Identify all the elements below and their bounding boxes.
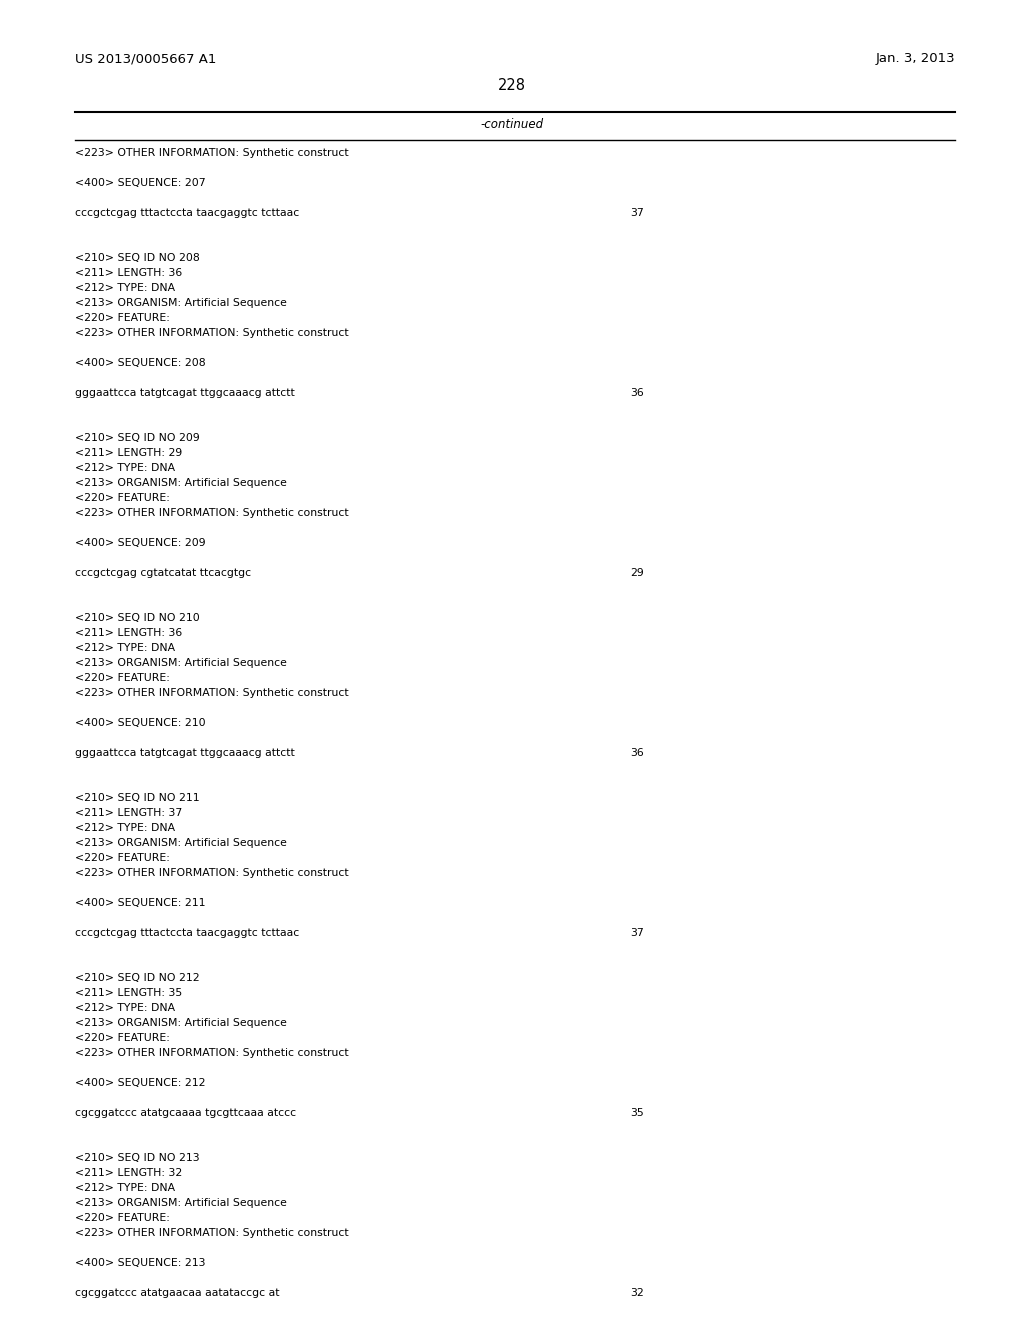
Text: <210> SEQ ID NO 212: <210> SEQ ID NO 212	[75, 973, 200, 983]
Text: <400> SEQUENCE: 211: <400> SEQUENCE: 211	[75, 898, 206, 908]
Text: <400> SEQUENCE: 207: <400> SEQUENCE: 207	[75, 178, 206, 187]
Text: cccgctcgag tttactccta taacgaggtc tcttaac: cccgctcgag tttactccta taacgaggtc tcttaac	[75, 209, 299, 218]
Text: gggaattcca tatgtcagat ttggcaaacg attctt: gggaattcca tatgtcagat ttggcaaacg attctt	[75, 388, 295, 399]
Text: -continued: -continued	[480, 117, 544, 131]
Text: 29: 29	[630, 568, 644, 578]
Text: <220> FEATURE:: <220> FEATURE:	[75, 1034, 170, 1043]
Text: US 2013/0005667 A1: US 2013/0005667 A1	[75, 51, 216, 65]
Text: <400> SEQUENCE: 212: <400> SEQUENCE: 212	[75, 1078, 206, 1088]
Text: cgcggatccc atatgcaaaa tgcgttcaaa atccc: cgcggatccc atatgcaaaa tgcgttcaaa atccc	[75, 1107, 296, 1118]
Text: 36: 36	[630, 388, 644, 399]
Text: <213> ORGANISM: Artificial Sequence: <213> ORGANISM: Artificial Sequence	[75, 478, 287, 488]
Text: cccgctcgag tttactccta taacgaggtc tcttaac: cccgctcgag tttactccta taacgaggtc tcttaac	[75, 928, 299, 939]
Text: <213> ORGANISM: Artificial Sequence: <213> ORGANISM: Artificial Sequence	[75, 298, 287, 308]
Text: <400> SEQUENCE: 210: <400> SEQUENCE: 210	[75, 718, 206, 729]
Text: <220> FEATURE:: <220> FEATURE:	[75, 1213, 170, 1224]
Text: <223> OTHER INFORMATION: Synthetic construct: <223> OTHER INFORMATION: Synthetic const…	[75, 869, 348, 878]
Text: gggaattcca tatgtcagat ttggcaaacg attctt: gggaattcca tatgtcagat ttggcaaacg attctt	[75, 748, 295, 758]
Text: 35: 35	[630, 1107, 644, 1118]
Text: <220> FEATURE:: <220> FEATURE:	[75, 313, 170, 323]
Text: <210> SEQ ID NO 208: <210> SEQ ID NO 208	[75, 253, 200, 263]
Text: <210> SEQ ID NO 211: <210> SEQ ID NO 211	[75, 793, 200, 803]
Text: <210> SEQ ID NO 210: <210> SEQ ID NO 210	[75, 612, 200, 623]
Text: <220> FEATURE:: <220> FEATURE:	[75, 492, 170, 503]
Text: <223> OTHER INFORMATION: Synthetic construct: <223> OTHER INFORMATION: Synthetic const…	[75, 327, 348, 338]
Text: <223> OTHER INFORMATION: Synthetic construct: <223> OTHER INFORMATION: Synthetic const…	[75, 1048, 348, 1059]
Text: <212> TYPE: DNA: <212> TYPE: DNA	[75, 1183, 175, 1193]
Text: <212> TYPE: DNA: <212> TYPE: DNA	[75, 463, 175, 473]
Text: <400> SEQUENCE: 213: <400> SEQUENCE: 213	[75, 1258, 206, 1269]
Text: <212> TYPE: DNA: <212> TYPE: DNA	[75, 643, 175, 653]
Text: <210> SEQ ID NO 213: <210> SEQ ID NO 213	[75, 1152, 200, 1163]
Text: <223> OTHER INFORMATION: Synthetic construct: <223> OTHER INFORMATION: Synthetic const…	[75, 148, 348, 158]
Text: <213> ORGANISM: Artificial Sequence: <213> ORGANISM: Artificial Sequence	[75, 1018, 287, 1028]
Text: <211> LENGTH: 32: <211> LENGTH: 32	[75, 1168, 182, 1177]
Text: <211> LENGTH: 36: <211> LENGTH: 36	[75, 268, 182, 279]
Text: <212> TYPE: DNA: <212> TYPE: DNA	[75, 822, 175, 833]
Text: cccgctcgag cgtatcatat ttcacgtgc: cccgctcgag cgtatcatat ttcacgtgc	[75, 568, 251, 578]
Text: 36: 36	[630, 748, 644, 758]
Text: 32: 32	[630, 1288, 644, 1298]
Text: <400> SEQUENCE: 208: <400> SEQUENCE: 208	[75, 358, 206, 368]
Text: <213> ORGANISM: Artificial Sequence: <213> ORGANISM: Artificial Sequence	[75, 1199, 287, 1208]
Text: <213> ORGANISM: Artificial Sequence: <213> ORGANISM: Artificial Sequence	[75, 657, 287, 668]
Text: <223> OTHER INFORMATION: Synthetic construct: <223> OTHER INFORMATION: Synthetic const…	[75, 688, 348, 698]
Text: <210> SEQ ID NO 209: <210> SEQ ID NO 209	[75, 433, 200, 444]
Text: <213> ORGANISM: Artificial Sequence: <213> ORGANISM: Artificial Sequence	[75, 838, 287, 847]
Text: <220> FEATURE:: <220> FEATURE:	[75, 673, 170, 682]
Text: <223> OTHER INFORMATION: Synthetic construct: <223> OTHER INFORMATION: Synthetic const…	[75, 1228, 348, 1238]
Text: <212> TYPE: DNA: <212> TYPE: DNA	[75, 1003, 175, 1012]
Text: <211> LENGTH: 35: <211> LENGTH: 35	[75, 987, 182, 998]
Text: <211> LENGTH: 36: <211> LENGTH: 36	[75, 628, 182, 638]
Text: 228: 228	[498, 78, 526, 92]
Text: <211> LENGTH: 29: <211> LENGTH: 29	[75, 447, 182, 458]
Text: cgcggatccc atatgaacaa aatataccgc at: cgcggatccc atatgaacaa aatataccgc at	[75, 1288, 280, 1298]
Text: <211> LENGTH: 37: <211> LENGTH: 37	[75, 808, 182, 818]
Text: <400> SEQUENCE: 209: <400> SEQUENCE: 209	[75, 539, 206, 548]
Text: <220> FEATURE:: <220> FEATURE:	[75, 853, 170, 863]
Text: <212> TYPE: DNA: <212> TYPE: DNA	[75, 282, 175, 293]
Text: 37: 37	[630, 209, 644, 218]
Text: 37: 37	[630, 928, 644, 939]
Text: <223> OTHER INFORMATION: Synthetic construct: <223> OTHER INFORMATION: Synthetic const…	[75, 508, 348, 517]
Text: Jan. 3, 2013: Jan. 3, 2013	[876, 51, 955, 65]
